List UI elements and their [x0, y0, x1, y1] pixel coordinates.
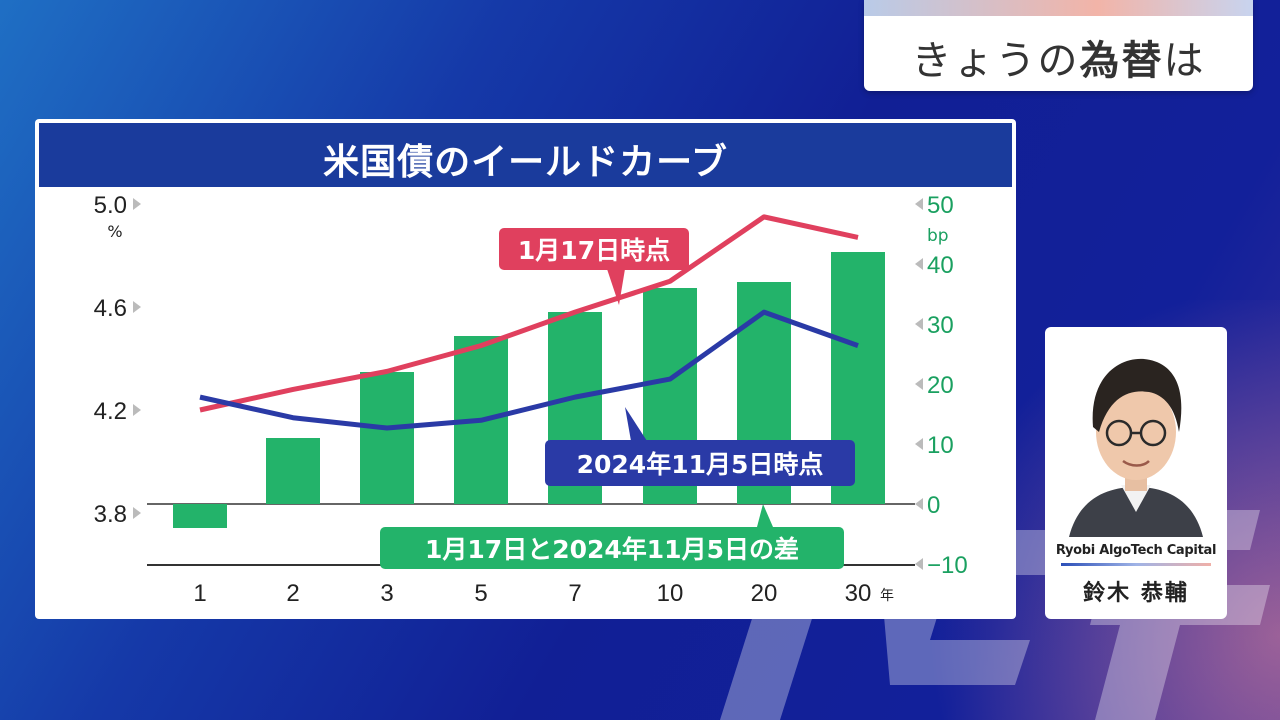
callout-diff-box [380, 527, 844, 569]
callout-nov5-label: 2024年11月5日時点 [577, 450, 824, 479]
x-tick-label: 7 [568, 580, 581, 607]
x-tick-label: 10 [657, 580, 684, 607]
topic-strip [864, 0, 1253, 16]
left-tick-marker [133, 404, 141, 416]
x-tick-label: 20 [751, 580, 778, 607]
right-axis-unit: bp [927, 226, 949, 246]
callout-diff-label: 1月17日と2024年11月5日の差 [425, 535, 799, 564]
left-tick-label: 3.8 [94, 501, 127, 528]
right-tick-marker [915, 498, 923, 510]
bar-diff-1 [173, 504, 227, 528]
line-nov5 [199, 309, 859, 431]
left-tick-label: 4.2 [94, 398, 127, 425]
left-tick-marker [133, 301, 141, 313]
x-tick-label: 5 [474, 580, 487, 607]
topic-title: きょうの為替は [864, 28, 1253, 86]
topic-suffix: は [1163, 38, 1206, 84]
right-tick-label: 10 [927, 432, 954, 459]
callout-nov5-box [545, 440, 855, 486]
right-tick-marker [915, 558, 923, 570]
chart-title: 米国債のイールドカーブ [323, 142, 728, 183]
callout-jan17-pointer [607, 269, 625, 305]
callout-diff-pointer [757, 504, 773, 527]
chart-panel: 米国債のイールドカーブ 5.0 4.6 4.2 3.8% 50 40 30 20 10 0 −10 b… [35, 119, 1016, 619]
right-tick-marker [915, 258, 923, 270]
right-tick-label: 50 [927, 192, 954, 219]
right-tick-label: 30 [927, 312, 954, 339]
right-tick-marker [915, 318, 923, 330]
topic-prefix: きょうの [911, 38, 1080, 84]
bar-diff-3 [360, 372, 414, 504]
topic-box: きょうの為替は [864, 0, 1253, 91]
left-tick-label: 4.6 [94, 295, 127, 322]
topic-bold: 為替 [1079, 38, 1164, 84]
x-tick-label: 2 [286, 580, 299, 607]
x-tick-label: 30 [845, 580, 872, 607]
guest-name: 鈴木 恭輔 [1083, 581, 1189, 606]
right-tick-label: 0 [927, 492, 940, 519]
left-tick-marker [133, 198, 141, 210]
left-axis-unit: % [107, 222, 122, 241]
x-axis-unit: 年 [880, 588, 894, 604]
line-jan17 [199, 214, 859, 413]
guest-photo [1059, 337, 1213, 537]
left-tick-marker [133, 507, 141, 519]
yield-curve-chart: 5.0 4.6 4.2 3.8% 50 40 30 20 10 0 −10 bp 1 2 3 5 7 10 20 30… [94, 192, 968, 607]
callout-jan17-box [499, 228, 689, 270]
chart-header: 米国債のイールドカーブ [39, 123, 1012, 187]
right-tick-label: −10 [927, 552, 968, 579]
right-tick-marker [915, 198, 923, 210]
right-tick-label: 20 [927, 372, 954, 399]
x-tick-label: 3 [380, 580, 393, 607]
guest-company: Ryobi AlgoTech Capital [1055, 543, 1217, 558]
x-tick-label: 1 [193, 580, 206, 607]
right-tick-marker [915, 378, 923, 390]
left-tick-label: 5.0 [94, 192, 127, 219]
right-tick-label: 40 [927, 252, 954, 279]
guest-card: Ryobi AlgoTech Capital 鈴木 恭輔 [1045, 327, 1227, 619]
callout-jan17-label: 1月17日時点 [518, 236, 670, 265]
guest-divider [1061, 563, 1211, 566]
bar-diff-2 [266, 438, 320, 504]
callout-nov5-pointer [625, 407, 647, 441]
right-tick-marker [915, 438, 923, 450]
